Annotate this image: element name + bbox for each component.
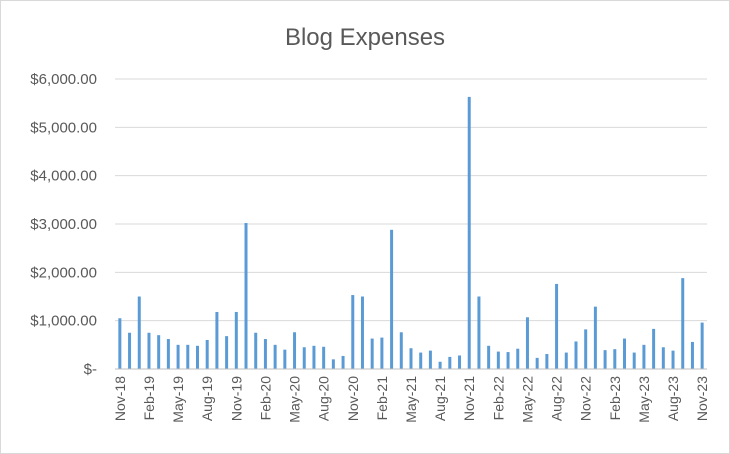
x-tick-label: Nov-23 — [694, 376, 710, 421]
bar — [487, 345, 491, 369]
y-tick-label: $4,000.00 — [30, 168, 97, 185]
x-tick-label: Aug-22 — [549, 376, 565, 421]
bar — [186, 344, 190, 369]
bar — [273, 344, 277, 369]
bar — [574, 341, 578, 369]
x-tick-label: Nov-22 — [578, 376, 594, 421]
x-tick-label: Feb-21 — [374, 376, 390, 421]
bar — [661, 347, 665, 369]
chart-title: Blog Expenses — [285, 24, 445, 51]
bar — [419, 352, 423, 369]
bar — [254, 332, 258, 369]
bar — [516, 348, 520, 369]
x-axis-labels: Nov-18 Feb-19 May-19 Aug-19 Nov-19 Feb-20 May-… — [112, 376, 710, 423]
bar — [263, 339, 267, 369]
x-tick-label: Nov-18 — [112, 376, 128, 421]
bar — [671, 350, 675, 369]
bar — [438, 361, 442, 369]
x-tick-label: May-20 — [287, 376, 303, 423]
bar — [564, 352, 568, 369]
bar — [555, 283, 559, 369]
bar — [700, 322, 704, 369]
x-tick-label: Aug-20 — [316, 376, 332, 421]
y-tick-label: $3,000.00 — [30, 216, 97, 233]
x-tick-label: Aug-21 — [432, 376, 448, 421]
bar — [351, 295, 355, 369]
x-tick-label: Feb-20 — [257, 376, 273, 421]
bar — [390, 229, 394, 369]
x-tick-label: Feb-19 — [141, 376, 157, 421]
gridlines — [115, 78, 707, 322]
bar — [690, 341, 694, 369]
bar — [293, 332, 297, 369]
bar — [448, 356, 452, 369]
bar — [623, 338, 627, 369]
bar — [652, 328, 656, 369]
bar — [205, 340, 209, 369]
bar — [244, 223, 248, 369]
bar — [322, 346, 326, 369]
y-tick-label: $- — [84, 361, 97, 378]
bar — [593, 306, 597, 369]
bar — [496, 351, 500, 369]
bar — [234, 311, 238, 369]
bar — [370, 338, 374, 369]
bar — [147, 332, 151, 369]
x-tick-label: May-23 — [636, 376, 652, 423]
bar — [506, 352, 510, 369]
bar — [225, 336, 229, 369]
bar — [360, 296, 364, 369]
bar — [642, 344, 646, 369]
bar — [215, 311, 219, 369]
bar — [613, 349, 617, 369]
x-tick-label: Aug-19 — [199, 376, 215, 421]
bar — [467, 96, 471, 369]
bar — [128, 332, 132, 369]
x-tick-label: Nov-19 — [228, 376, 244, 421]
x-tick-label: Feb-22 — [490, 376, 506, 421]
bar — [302, 347, 306, 369]
bar — [283, 349, 287, 369]
x-tick-label: May-22 — [519, 376, 535, 423]
bar — [399, 332, 403, 369]
bar — [409, 348, 413, 369]
bar — [176, 344, 180, 369]
bar — [535, 357, 539, 369]
bar — [166, 339, 170, 369]
bar — [428, 350, 432, 369]
bar — [632, 352, 636, 369]
x-tick-label: Nov-20 — [345, 376, 361, 421]
bar — [157, 335, 161, 369]
bar — [477, 296, 481, 369]
bar — [584, 329, 588, 369]
bars — [118, 96, 704, 369]
y-tick-label: $1,000.00 — [30, 313, 97, 330]
bar — [118, 318, 122, 369]
bar — [137, 296, 141, 369]
x-tick-label: May-21 — [403, 376, 419, 423]
y-tick-label: $5,000.00 — [30, 119, 97, 136]
y-axis-labels: $- $1,000.00 $2,000.00 $3,000.00 $4,000.00 $5… — [30, 71, 97, 378]
y-tick-label: $6,000.00 — [30, 71, 97, 88]
x-tick-label: Aug-23 — [665, 376, 681, 421]
bar — [331, 359, 335, 369]
x-tick-label: May-19 — [170, 376, 186, 423]
bar — [312, 345, 316, 369]
bar — [458, 355, 462, 369]
bar — [681, 278, 685, 369]
bar — [545, 354, 549, 369]
x-tick-label: Nov-21 — [461, 376, 477, 421]
bar — [525, 317, 529, 369]
bar — [341, 355, 345, 369]
bar — [195, 345, 199, 369]
bar — [380, 337, 384, 369]
x-tick-label: Feb-23 — [607, 376, 623, 421]
bar — [603, 350, 607, 369]
y-tick-label: $2,000.00 — [30, 264, 97, 281]
